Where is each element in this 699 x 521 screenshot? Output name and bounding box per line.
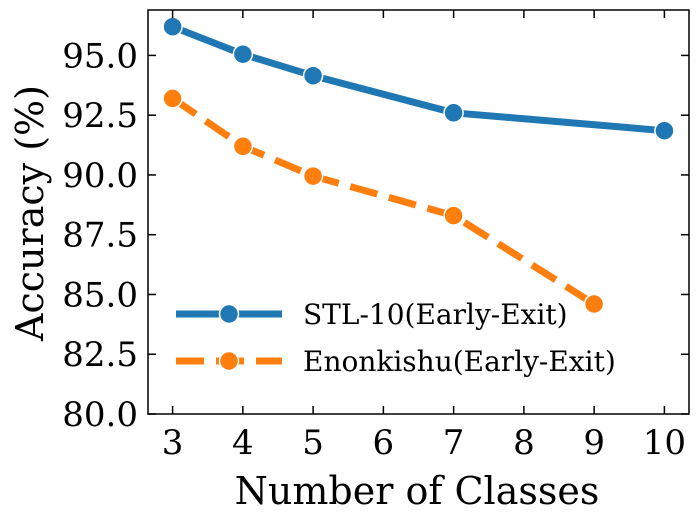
x-tick-label-1: 3 — [162, 423, 184, 463]
y-tick-label-1: 80.0 — [62, 395, 138, 435]
legend: STL-10(Early-Exit) Enonkishu(Early-Exit) — [176, 298, 616, 378]
x-axis-title: Number of Classes — [235, 469, 600, 513]
x-tick-label-8: 10 — [643, 423, 686, 463]
y-tick-label-6: 92.5 — [62, 96, 138, 136]
x-tick-label-2: 4 — [232, 423, 254, 463]
series-line-2 — [170, 95, 596, 307]
y-tick-label-7: 95.0 — [62, 36, 138, 76]
x-tick-label-3: 5 — [302, 423, 324, 463]
x-tick-label-6: 8 — [513, 423, 535, 463]
series-1-point-2 — [232, 43, 254, 65]
series-line-1 — [171, 23, 665, 135]
y-axis-title: Accuracy (%) — [8, 85, 52, 342]
x-tick-label-4: 6 — [373, 423, 395, 463]
axis-layer: 3 4 5 6 7 8 9 10 80.0 82.5 85.0 87.5 90.0 92.5 95.0 — [62, 9, 690, 463]
x-tick-label-7: 9 — [583, 423, 605, 463]
series-1-point-1 — [162, 16, 183, 37]
legend-marker-2 — [218, 350, 240, 372]
y-tick-label-5: 90.0 — [62, 156, 138, 196]
series-layer — [162, 16, 675, 315]
y-tick-label-4: 87.5 — [62, 216, 138, 256]
legend-label-2: Enonkishu(Early-Exit) — [303, 345, 616, 378]
series-1-point-5 — [654, 120, 675, 141]
series-2-point-4 — [443, 205, 464, 226]
y-tick-label-3: 85.0 — [62, 275, 138, 315]
series-1-point-4 — [443, 102, 464, 124]
series-2-point-3 — [302, 165, 324, 187]
series-2-point-1 — [162, 88, 183, 109]
series-2-point-2 — [232, 136, 254, 157]
plot-frame — [147, 9, 690, 415]
y-tick-label-2: 82.5 — [62, 335, 138, 375]
legend-marker-1 — [218, 303, 240, 325]
x-tick-label-5: 7 — [443, 423, 465, 463]
legend-label-1: STL-10(Early-Exit) — [303, 298, 568, 331]
series-1-point-3 — [302, 65, 324, 86]
series-2-point-5 — [583, 293, 605, 315]
